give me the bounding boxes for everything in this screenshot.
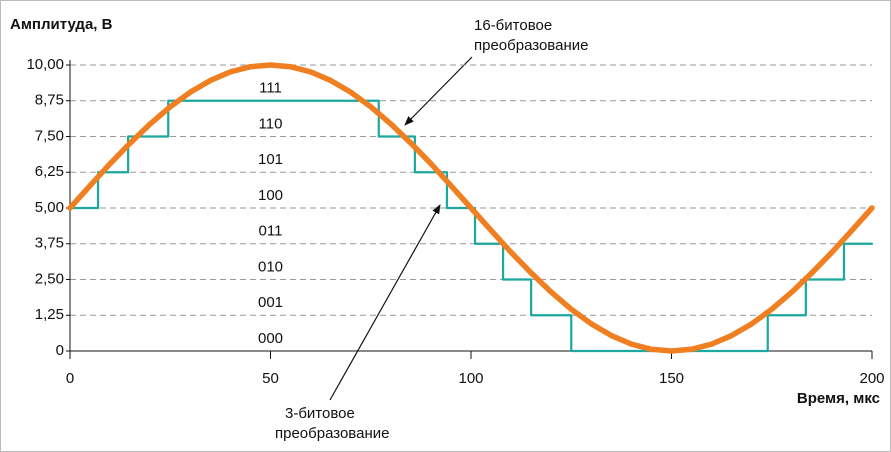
- annotation-arrow: [404, 56, 473, 126]
- x-tick-label: 100: [458, 370, 483, 387]
- y-tick-label: 5,00: [35, 199, 64, 216]
- series-line: [67, 62, 875, 354]
- x-tick-label: 200: [859, 370, 884, 387]
- band-label: 111: [259, 80, 282, 97]
- x-axis-label: Время, мкс: [797, 390, 880, 407]
- annotation-arrow: [329, 204, 441, 401]
- y-tick-label: 6,25: [35, 163, 64, 180]
- band-label: 001: [258, 294, 283, 311]
- y-tick-label: 7,50: [35, 127, 64, 144]
- y-tick-label: 3,75: [35, 235, 64, 252]
- band-label: 110: [259, 115, 283, 132]
- y-tick-label: 8,75: [35, 92, 64, 109]
- annotation: преобразование: [474, 37, 588, 54]
- y-tick-label: 2,50: [35, 270, 64, 287]
- series-line: [68, 99, 874, 353]
- band-label: 000: [258, 330, 283, 347]
- y-tick-label: 10,00: [26, 56, 64, 73]
- band-label: 011: [259, 223, 283, 240]
- annotation: 3-битовое: [285, 405, 355, 422]
- x-tick-label: 50: [262, 370, 279, 387]
- band-label: 010: [258, 258, 283, 275]
- x-tick-label: 150: [659, 370, 684, 387]
- band-label: 100: [258, 187, 283, 204]
- y-tick-label: 0: [56, 342, 64, 359]
- annotation: преобразование: [275, 425, 389, 442]
- x-tick-label: 0: [66, 370, 74, 387]
- annotation: 16-битовое: [474, 17, 552, 34]
- y-axis-label: Амплитуда, В: [10, 16, 113, 33]
- band-label: 101: [258, 151, 283, 168]
- y-tick-label: 1,25: [35, 306, 64, 323]
